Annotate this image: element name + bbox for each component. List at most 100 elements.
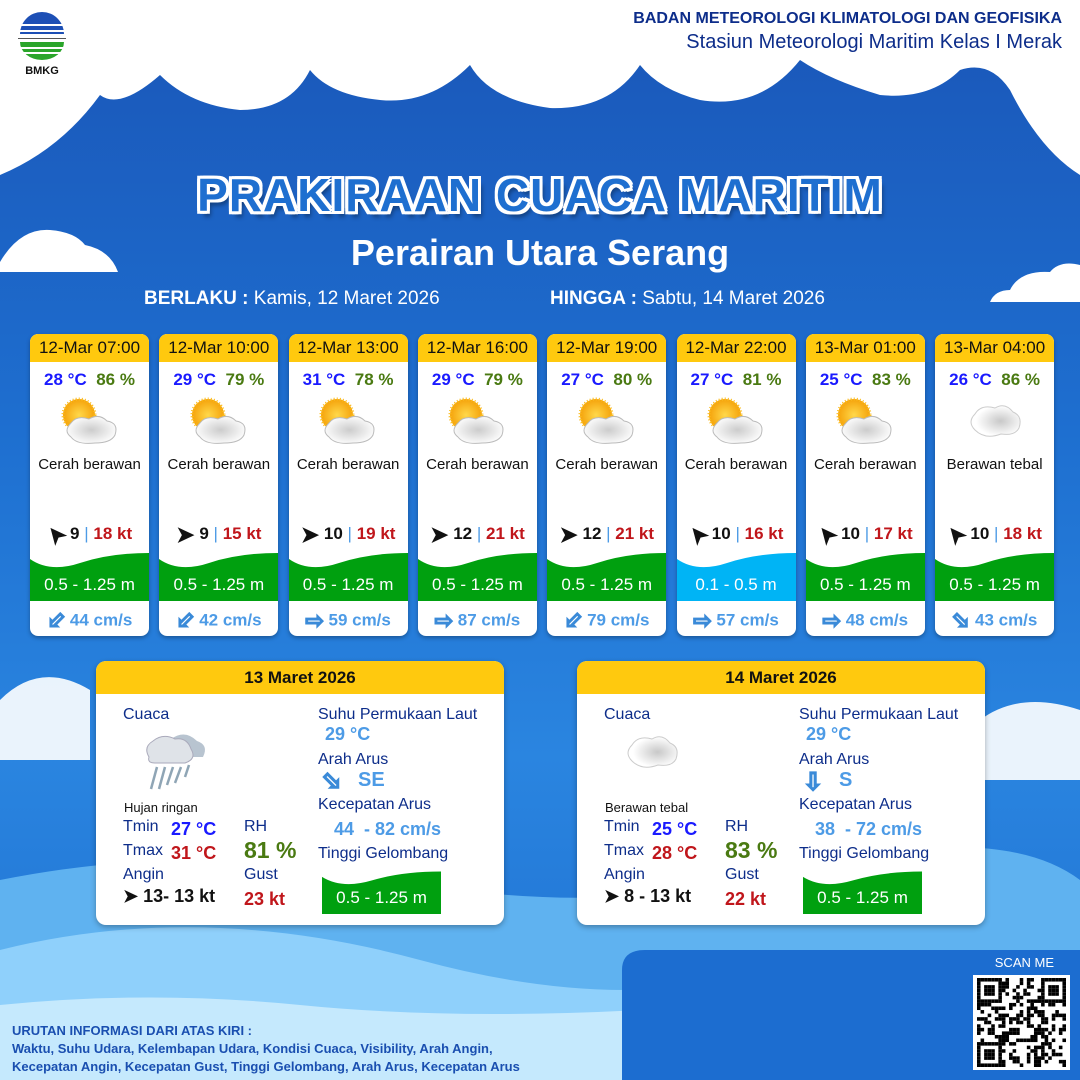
humidity: 78 % [354,370,394,389]
tmin-value: 27 °C [171,819,217,839]
wave-height: 0.1 - 0.5 m [676,549,796,601]
gust-speed: 21 kt [486,524,525,543]
humidity: 80 % [613,370,653,389]
wind-info: ➤ 9 | 15 kt [176,521,262,547]
wind-range: 13- 13 kt [143,886,216,906]
daily-weather: Berawan tebal [605,800,689,815]
forecast-card: 12-Mar 07:00 28 °C 86 % Cerah berawan ➤ … [30,334,149,636]
wind-direction-icon: ➤ [123,886,139,906]
forecast-time: 12-Mar 13:00 [288,334,408,362]
current-speed: 42 cm/s [199,610,262,630]
wind-info: ➤ 12 | 21 kt [430,521,525,547]
wind-direction-icon: ➤ [811,519,843,550]
temp-rh: 27 °C 81 % [677,370,796,390]
wind-speed: 10 [323,524,343,543]
current-direction: S [839,769,853,791]
weather-condition: Berawan tebal [946,456,1043,473]
partly-cloudy-icon [707,397,763,444]
humidity: 86 % [1001,370,1041,389]
daily-weather: Hujan ringan [124,800,198,815]
current-info: ⇨ 42 cm/s [159,605,278,636]
air-temp: 26 °C [949,370,992,389]
light-rain-icon [146,734,205,790]
organization: BADAN METEOROLOGI KLIMATOLOGI DAN GEOFIS… [633,10,1062,54]
wind-speed: 12 [453,524,473,543]
forecast-card: 12-Mar 10:00 29 °C 79 % Cerah berawan ➤ … [159,334,279,636]
gust-speed: 18 kt [1003,524,1042,543]
partly-cloudy-icon [578,397,634,444]
current-direction-icon: ⇨ [693,608,712,634]
forecast-card: 12-Mar 16:00 29 °C 79 % Cerah berawan ➤ … [417,334,537,636]
temp-rh: 26 °C 86 % [935,370,1054,390]
wind-speed: 9 [199,524,209,543]
weather-condition: Cerah berawan [167,456,271,473]
wave-height: 0.5 - 1.25 m [803,868,922,914]
wave-shape [417,553,537,601]
forecast-card: 13-Mar 01:00 25 °C 83 % Cerah berawan ➤ … [805,334,925,636]
weather-condition: Cerah berawan [38,456,141,473]
wave-shape [805,553,925,601]
wind-direction-icon: ➤ [604,886,620,906]
right-cloud [990,263,1080,302]
current-speed-range: 44 - 82 cm/s [334,819,442,839]
air-temp: 29 °C [173,370,217,389]
gust-speed: 18 kt [93,524,133,543]
qr-panel [622,950,1080,1080]
gust-speed: 19 kt [356,524,396,543]
air-temp: 27 °C [690,370,734,389]
wind-direction-icon: ➤ [430,521,449,547]
air-temp: 29 °C [431,370,475,389]
partly-cloudy-icon [61,397,116,444]
wind-speed: 9 [70,524,80,543]
forecast-time: 12-Mar 19:00 [547,334,667,362]
temp-rh: 25 °C 83 % [806,370,925,390]
weather-condition: Cerah berawan [296,456,400,473]
cloudy-icon [627,736,678,768]
valid-to: HINGGA : Sabtu, 14 Maret 2026 [550,288,825,309]
air-temp: 31 °C [302,370,346,389]
wave-height: 0.5 - 1.25 m [547,549,667,601]
wind-info: ➤ 10 | 16 kt [681,519,784,550]
wave-shape [30,553,149,601]
forecast-time: 12-Mar 07:00 [30,334,149,362]
humidity: 79 % [484,370,523,389]
gust-value: 23 kt [244,889,286,909]
current-info: ⇨ 57 cm/s [677,608,796,634]
wave-shape [288,553,408,601]
current-direction-icon: ⇨ [822,608,841,634]
forecast-time: 12-Mar 16:00 [417,334,537,362]
wind-info: ➤ 9 | 18 kt [40,519,133,550]
qr-code-icon [977,978,1066,1067]
wave-height: 0.5 - 1.25 m [805,549,925,601]
rh-value: 83 % [725,837,778,863]
wave-shape [676,553,796,601]
wind-speed: 10 [841,524,861,543]
wave-shape [547,553,667,601]
current-direction-icon: ⇨ [799,771,827,792]
current-speed: 57 cm/s [716,610,779,630]
forecast-time: 12-Mar 22:00 [676,334,796,362]
bmkg-logo: BMKG [14,12,70,77]
wind-direction-icon: ➤ [681,519,713,550]
rh-value: 81 % [244,837,297,863]
current-info: ⇨ 59 cm/s [289,608,408,634]
current-speed: 79 cm/s [587,610,650,630]
daily-date: 13 Maret 2026 [96,661,504,694]
temp-rh: 28 °C 86 % [30,370,149,390]
wind-direction-icon: ➤ [559,521,578,547]
qr-code[interactable] [973,975,1070,1070]
wave-height: 0.5 - 1.25 m [288,549,408,601]
forecast-time: 12-Mar 10:00 [159,334,279,362]
wind-info: ➤ 10 | 17 kt [811,519,913,550]
sst-value: 29 °C [325,724,371,744]
current-direction-icon: ⇨ [315,764,349,799]
forecast-card: 12-Mar 13:00 31 °C 78 % Cerah berawan ➤ … [288,334,408,636]
page-title: PRAKIRAAN CUACA MARITIM [197,169,883,221]
current-speed: 44 cm/s [69,610,133,630]
wind-speed: 10 [970,524,990,543]
current-info: ⇨ 44 cm/s [30,605,149,636]
forecast-card: 12-Mar 22:00 27 °C 81 % Cerah berawan ➤ … [676,334,796,636]
weather-condition: Cerah berawan [814,456,917,473]
current-direction-icon: ⇨ [40,605,72,636]
weather-condition: Cerah berawan [684,456,788,473]
